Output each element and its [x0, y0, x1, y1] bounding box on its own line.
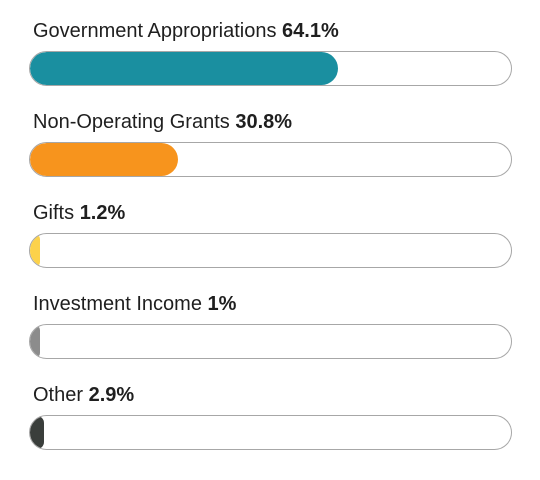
value-label: 1% [207, 293, 237, 315]
bar-fill [30, 234, 41, 267]
bar-track [29, 142, 512, 177]
bar-row-investment-income: Investment Income 1% [29, 287, 514, 378]
category-label: Government Appropriations [33, 20, 277, 42]
value-label: 30.8% [235, 111, 293, 133]
bar-label: Non-Operating Grants 30.8% [33, 109, 292, 135]
value-label: 2.9% [88, 384, 135, 406]
bar-row-non-operating-grants: Non-Operating Grants 30.8% [29, 105, 514, 196]
bar-fill [30, 325, 40, 358]
bar-row-government-appropriations: Government Appropriations 64.1% [29, 14, 514, 105]
bar-track [29, 233, 512, 268]
bar-row-gifts: Gifts 1.2% [29, 196, 514, 287]
bar-label: Government Appropriations 64.1% [33, 18, 339, 44]
bar-label: Investment Income 1% [33, 291, 236, 317]
bar-track [29, 415, 512, 450]
bar-track [29, 324, 512, 359]
category-label: Non-Operating Grants [33, 111, 230, 133]
category-label: Investment Income [33, 293, 202, 315]
bar-fill [30, 143, 179, 176]
category-label: Other [33, 384, 84, 406]
bar-label: Other 2.9% [33, 382, 134, 408]
progress-chart: Government Appropriations 64.1% Non-Oper… [29, 14, 514, 469]
value-label: 64.1% [282, 20, 339, 42]
category-label: Gifts [33, 202, 75, 224]
bar-label: Gifts 1.2% [33, 200, 125, 226]
bar-track [29, 51, 512, 86]
value-label: 1.2% [79, 202, 126, 224]
bar-fill [30, 52, 339, 85]
bar-row-other: Other 2.9% [29, 378, 514, 469]
bar-fill [30, 416, 44, 449]
